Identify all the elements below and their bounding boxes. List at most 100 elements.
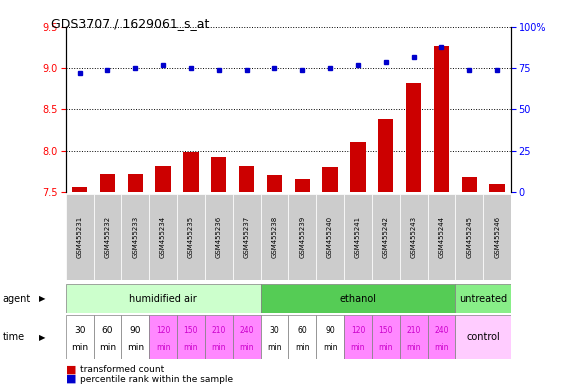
Text: control: control (467, 332, 500, 342)
Bar (260, 194, 288, 280)
Bar (323, 167, 338, 192)
Bar (489, 184, 505, 192)
Bar (461, 177, 477, 192)
Text: min: min (184, 344, 198, 353)
Text: untreated: untreated (459, 293, 507, 304)
Bar (205, 315, 233, 359)
Bar (66, 194, 94, 280)
Bar (177, 194, 205, 280)
Text: min: min (351, 344, 365, 353)
Text: 240: 240 (434, 326, 449, 335)
Bar (295, 179, 310, 192)
Text: GSM455246: GSM455246 (494, 216, 500, 258)
Bar (428, 315, 456, 359)
Text: min: min (323, 344, 337, 353)
Text: GSM455237: GSM455237 (244, 216, 250, 258)
Text: GSM455241: GSM455241 (355, 216, 361, 258)
Bar (378, 119, 393, 192)
Bar (127, 174, 143, 192)
Bar (177, 315, 205, 359)
Text: GSM455235: GSM455235 (188, 216, 194, 258)
Bar (94, 194, 122, 280)
Bar (66, 284, 260, 313)
Text: time: time (3, 332, 25, 342)
Text: GSM455233: GSM455233 (132, 216, 138, 258)
Bar (211, 157, 227, 192)
Text: ethanol: ethanol (339, 293, 376, 304)
Text: 90: 90 (130, 326, 141, 335)
Bar (155, 166, 171, 192)
Text: min: min (99, 344, 116, 353)
Text: ▶: ▶ (39, 333, 45, 342)
Bar (100, 174, 115, 192)
Text: 30: 30 (74, 326, 85, 335)
Bar (267, 175, 282, 192)
Bar (149, 194, 177, 280)
Bar (239, 166, 254, 192)
Bar (183, 152, 199, 192)
Text: 210: 210 (407, 326, 421, 335)
Bar (94, 315, 122, 359)
Bar (316, 194, 344, 280)
Text: GSM455242: GSM455242 (383, 216, 389, 258)
Bar (205, 194, 233, 280)
Text: min: min (407, 344, 421, 353)
Text: ▶: ▶ (39, 294, 45, 303)
Text: min: min (71, 344, 88, 353)
Bar (72, 187, 87, 192)
Bar (400, 194, 428, 280)
Text: min: min (211, 344, 226, 353)
Bar (350, 142, 365, 192)
Bar (483, 194, 511, 280)
Text: min: min (127, 344, 144, 353)
Bar (260, 315, 288, 359)
Text: GDS3707 / 1629061_s_at: GDS3707 / 1629061_s_at (51, 17, 210, 30)
Bar (149, 315, 177, 359)
Text: min: min (156, 344, 170, 353)
Bar (66, 315, 94, 359)
Text: GSM455245: GSM455245 (467, 216, 472, 258)
Text: 120: 120 (156, 326, 170, 335)
Text: 60: 60 (297, 326, 307, 335)
Text: percentile rank within the sample: percentile rank within the sample (80, 374, 233, 384)
Text: agent: agent (3, 294, 31, 304)
Text: 60: 60 (102, 326, 113, 335)
Text: GSM455240: GSM455240 (327, 216, 333, 258)
Bar (372, 315, 400, 359)
Text: 210: 210 (212, 326, 226, 335)
Text: GSM455238: GSM455238 (271, 216, 278, 258)
Text: GSM455231: GSM455231 (77, 216, 83, 258)
Bar (456, 284, 511, 313)
Text: 150: 150 (184, 326, 198, 335)
Bar (288, 194, 316, 280)
Text: GSM455236: GSM455236 (216, 216, 222, 258)
Text: min: min (295, 344, 309, 353)
Bar (400, 315, 428, 359)
Text: ■: ■ (66, 364, 76, 374)
Bar (456, 315, 511, 359)
Bar (344, 315, 372, 359)
Text: 150: 150 (379, 326, 393, 335)
Bar (260, 284, 456, 313)
Bar (456, 194, 483, 280)
Bar (233, 315, 260, 359)
Bar (372, 194, 400, 280)
Text: 90: 90 (325, 326, 335, 335)
Text: min: min (239, 344, 254, 353)
Bar (122, 315, 149, 359)
Text: GSM455232: GSM455232 (104, 216, 110, 258)
Bar (233, 194, 260, 280)
Text: min: min (267, 344, 282, 353)
Text: GSM455239: GSM455239 (299, 216, 305, 258)
Text: ■: ■ (66, 374, 76, 384)
Bar (344, 194, 372, 280)
Bar (428, 194, 456, 280)
Text: 120: 120 (351, 326, 365, 335)
Text: 240: 240 (239, 326, 254, 335)
Text: humidified air: humidified air (129, 293, 197, 304)
Bar (434, 46, 449, 192)
Bar (406, 83, 421, 192)
Bar (288, 315, 316, 359)
Text: transformed count: transformed count (80, 365, 164, 374)
Text: min: min (434, 344, 449, 353)
